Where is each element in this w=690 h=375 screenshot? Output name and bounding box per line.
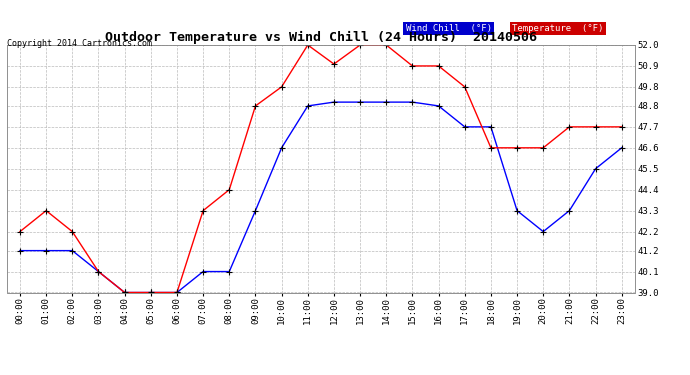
- Text: Temperature  (°F): Temperature (°F): [513, 24, 604, 33]
- Text: Copyright 2014 Cartronics.com: Copyright 2014 Cartronics.com: [7, 39, 152, 48]
- Text: Wind Chill  (°F): Wind Chill (°F): [406, 24, 491, 33]
- Title: Outdoor Temperature vs Wind Chill (24 Hours)  20140506: Outdoor Temperature vs Wind Chill (24 Ho…: [105, 31, 537, 44]
